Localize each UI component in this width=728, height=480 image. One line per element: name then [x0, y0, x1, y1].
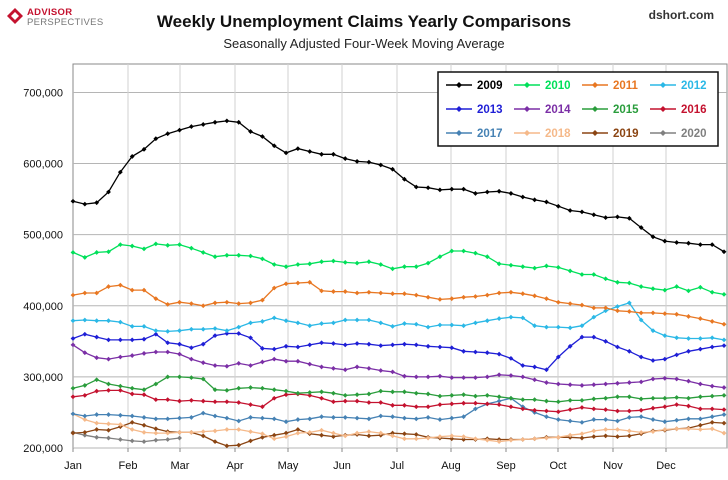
legend-label: 2016	[681, 104, 707, 116]
legend-label: 2010	[545, 80, 571, 92]
x-tick-label: Jan	[64, 460, 82, 472]
y-tick-label: 500,000	[23, 230, 63, 242]
y-tick-label: 300,000	[23, 372, 63, 384]
x-tick-label: Nov	[603, 460, 623, 472]
legend-label: 2011	[613, 80, 639, 92]
x-tick-label: Apr	[226, 460, 243, 472]
x-tick-label: Jun	[333, 460, 351, 472]
legend-label: 2015	[613, 104, 639, 116]
x-tick-label: Mar	[171, 460, 190, 472]
y-axis: 200,000 300,000 400,000 500,000 600,000 700,0…	[23, 87, 63, 455]
x-tick-label: Sep	[496, 460, 516, 472]
y-tick-label: 700,000	[23, 87, 63, 99]
x-tick-label: Feb	[119, 460, 138, 472]
legend-label: 2019	[613, 128, 639, 140]
legend-label: 2012	[681, 80, 707, 92]
x-tick-label: Dec	[656, 460, 676, 472]
legend-label: 2020	[681, 128, 707, 140]
legend-label: 2014	[545, 104, 571, 116]
x-tick-label: Jul	[390, 460, 404, 472]
legend-label: 2018	[545, 128, 571, 140]
y-tick-label: 400,000	[23, 301, 63, 313]
x-axis: Jan Feb Mar Apr May Jun Jul Aug Sep Oct Nov Dec	[64, 448, 676, 472]
legend: 2009 2010 2011 2012 2013 2014 2015 2016 2017 2018…	[438, 72, 718, 146]
x-tick-label: Oct	[549, 460, 566, 472]
legend-label: 2009	[477, 80, 503, 92]
x-tick-label: May	[278, 460, 299, 472]
x-tick-label: Aug	[441, 460, 461, 472]
legend-label: 2017	[477, 128, 503, 140]
legend-label: 2013	[477, 104, 503, 116]
y-tick-label: 200,000	[23, 443, 63, 455]
y-tick-label: 600,000	[23, 159, 63, 171]
